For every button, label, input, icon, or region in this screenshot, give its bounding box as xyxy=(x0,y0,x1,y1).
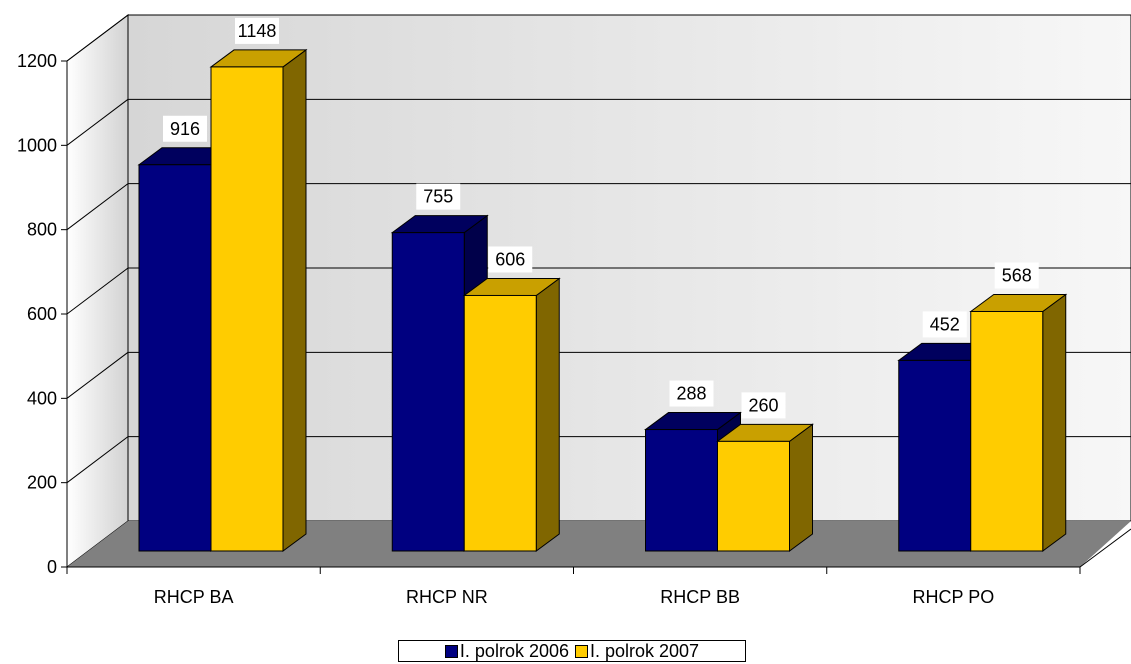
data-label: 260 xyxy=(741,392,786,419)
data-label: 452 xyxy=(922,311,967,338)
data-label-text: 288 xyxy=(676,384,706,404)
data-label: 916 xyxy=(163,115,207,142)
bar xyxy=(209,48,308,552)
data-label-text: 1148 xyxy=(238,21,277,41)
bar-side xyxy=(535,277,560,552)
x-tick-label: RHCP BB xyxy=(660,587,740,607)
gridline-diagonal xyxy=(66,183,129,231)
bar-front xyxy=(210,66,284,552)
legend-label-series-2: I. polrok 2007 xyxy=(590,640,700,661)
data-label-text: 260 xyxy=(748,395,778,415)
data-label-bg xyxy=(488,246,533,273)
data-label: 755 xyxy=(416,183,461,210)
bar-front xyxy=(391,232,465,552)
y-tick-label: 1200 xyxy=(17,51,57,71)
x-tick-label: RHCP PO xyxy=(913,587,995,607)
bar-side xyxy=(1042,293,1067,552)
bar-front xyxy=(717,440,790,552)
bar-front xyxy=(645,429,718,552)
gridline-diagonal xyxy=(66,267,129,315)
floor-right-edge xyxy=(1079,528,1131,568)
data-label: 606 xyxy=(488,246,533,273)
data-label-bg xyxy=(163,115,207,142)
gridline-diagonal xyxy=(66,436,129,484)
x-tick-label: RHCP BA xyxy=(154,587,234,607)
gridline-diagonal xyxy=(66,14,129,62)
y-tick-label: 600 xyxy=(27,304,57,324)
data-label-bg xyxy=(416,183,461,210)
data-label-text: 916 xyxy=(170,119,200,139)
legend-swatch-series-2 xyxy=(575,644,588,658)
y-tick-label: 0 xyxy=(47,557,57,577)
bar-side xyxy=(789,423,813,552)
y-tick-label: 200 xyxy=(27,473,57,493)
data-label-bg xyxy=(669,380,714,407)
data-label-bg xyxy=(922,311,967,338)
bar-front xyxy=(463,294,537,552)
floor xyxy=(67,521,1131,567)
data-label-text: 568 xyxy=(1002,265,1032,285)
data-labels: 916 755 288 452 1148 606 260 568 xyxy=(163,17,1039,419)
data-label: 568 xyxy=(994,262,1039,289)
legend-item-series-1: I. polrok 2006 xyxy=(444,640,569,662)
y-axis: 0 200 400 600 800 1000 1200 xyxy=(17,51,68,577)
y-tick-label: 400 xyxy=(27,388,57,408)
data-label-bg xyxy=(741,392,786,419)
bar-front xyxy=(898,359,972,552)
x-axis: RHCP BA RHCP NR RHCP BB RHCP PO xyxy=(66,567,1081,607)
data-label-text: 452 xyxy=(930,314,960,334)
data-label-text: 606 xyxy=(495,249,525,269)
legend: I. polrok 2006 I. polrok 2007 xyxy=(398,640,746,662)
data-label-text: 755 xyxy=(423,187,453,207)
data-label-bg xyxy=(994,262,1039,289)
bar xyxy=(715,423,815,552)
data-label: 1148 xyxy=(235,17,279,44)
bars xyxy=(137,48,1068,552)
y-tick-label: 800 xyxy=(27,220,57,240)
bar xyxy=(462,277,561,552)
legend-item-series-2: I. polrok 2007 xyxy=(575,641,699,662)
x-tick-label: RHCP NR xyxy=(406,587,488,607)
y-tick-label: 1000 xyxy=(17,135,57,155)
legend-label-series-1: I. polrok 2006 xyxy=(459,640,569,661)
legend-swatch-series-1 xyxy=(444,644,458,658)
bar xyxy=(969,293,1068,552)
bar-side xyxy=(282,48,307,552)
data-label: 288 xyxy=(669,380,714,407)
gridline-diagonal xyxy=(66,98,129,146)
bar-front xyxy=(970,310,1044,552)
bar-front xyxy=(138,164,212,552)
data-label-bg xyxy=(235,17,279,44)
gridline-diagonal xyxy=(66,351,129,399)
